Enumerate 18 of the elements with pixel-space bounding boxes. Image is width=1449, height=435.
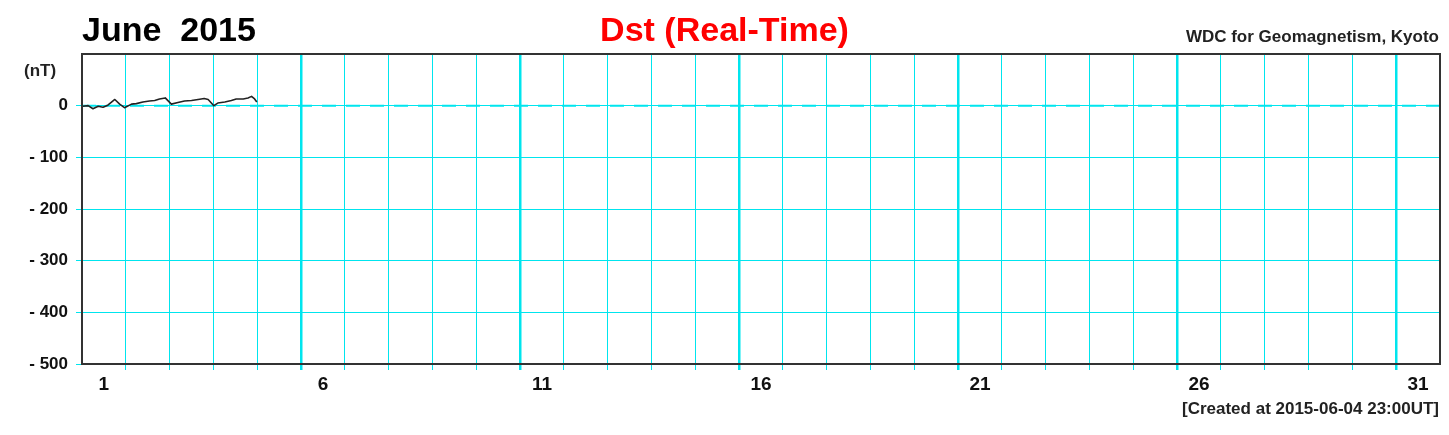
y-tick-label: - 500 — [29, 353, 68, 373]
x-tick-label: 11 — [531, 372, 553, 394]
x-tick-label: 31 — [1407, 372, 1430, 394]
x-tick-label: 21 — [969, 372, 992, 394]
text: June 2015 — [82, 10, 256, 48]
y-tick-label: - 300 — [29, 250, 68, 270]
chart-title: Dst (Real-Time) — [600, 10, 849, 48]
y-tick-label: 0 — [58, 95, 68, 115]
text: [Created at 2015-06-04 23:00UT] — [1181, 399, 1439, 418]
y-tick-label: - 400 — [29, 302, 68, 322]
x-tick-label: 26 — [1188, 372, 1210, 394]
y-tick-label: - 100 — [29, 147, 68, 167]
x-tick-label: 6 — [317, 372, 329, 394]
y-axis-title: (nT) — [24, 61, 57, 80]
text: WDC for Geomagnetism, Kyoto — [1185, 27, 1439, 46]
x-tick-label: 1 — [98, 372, 110, 394]
y-tick-label: - 200 — [29, 198, 68, 218]
x-tick-label: 16 — [750, 372, 772, 394]
